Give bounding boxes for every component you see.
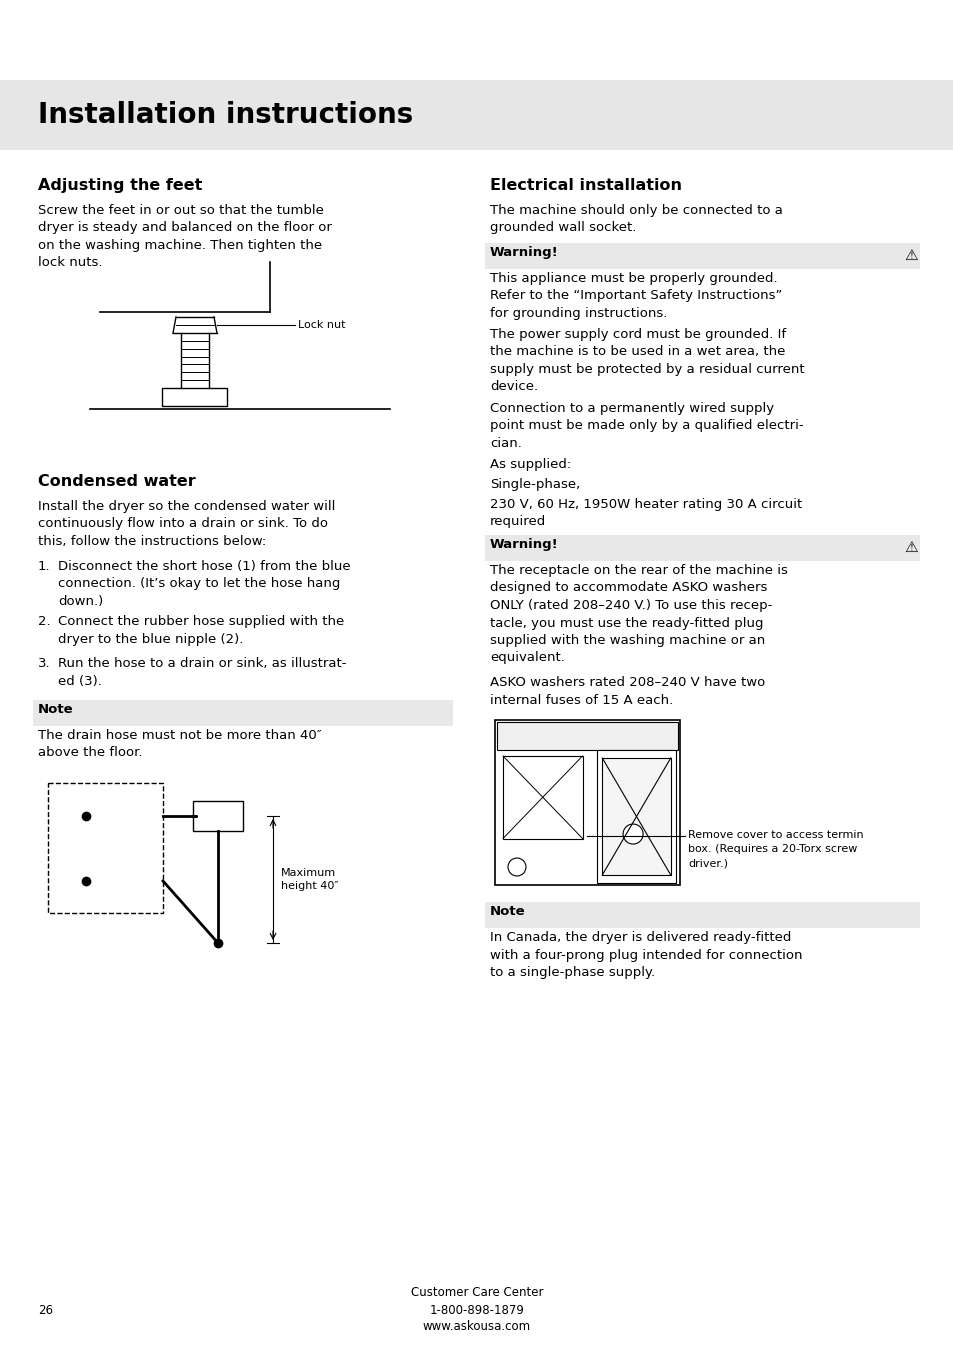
Text: Connection to a permanently wired supply
point must be made only by a qualified : Connection to a permanently wired supply…	[490, 402, 802, 450]
Text: Remove cover to access termin
box. (Requires a 20-Torx screw
driver.): Remove cover to access termin box. (Requ…	[687, 830, 862, 868]
Text: In Canada, the dryer is delivered ready-fitted
with a four-prong plug intended f: In Canada, the dryer is delivered ready-…	[490, 931, 801, 979]
Bar	[502, 756, 582, 838]
Text: Note: Note	[38, 703, 73, 716]
Text: Electrical installation: Electrical installation	[490, 178, 681, 193]
Text: Install the dryer so the condensed water will
continuously flow into a drain or : Install the dryer so the condensed water…	[38, 500, 335, 548]
Bar	[33, 701, 453, 726]
Text: Single-phase,: Single-phase,	[490, 478, 579, 491]
Text: 230 V, 60 Hz, 1950W heater rating 30 A circuit
required: 230 V, 60 Hz, 1950W heater rating 30 A c…	[490, 498, 801, 528]
Bar	[495, 720, 679, 886]
Circle shape	[622, 824, 642, 844]
Text: The machine should only be connected to a
grounded wall socket.: The machine should only be connected to …	[490, 204, 782, 235]
Text: Adjusting the feet: Adjusting the feet	[38, 178, 202, 193]
Text: The drain hose must not be more than 40″
above the floor.: The drain hose must not be more than 40″…	[38, 729, 321, 760]
Text: Condensed water: Condensed water	[38, 474, 195, 489]
Text: Disconnect the short hose (1) from the blue
connection. (It’s okay to let the ho: Disconnect the short hose (1) from the b…	[58, 560, 351, 608]
Text: Note: Note	[490, 904, 525, 918]
Text: Run the hose to a drain or sink, as illustrat-
ed (3).: Run the hose to a drain or sink, as illu…	[58, 657, 346, 687]
Text: 26: 26	[38, 1304, 53, 1316]
Text: 2.: 2.	[38, 616, 51, 628]
Text: ASKO washers rated 208–240 V have two
internal fuses of 15 A each.: ASKO washers rated 208–240 V have two in…	[490, 676, 764, 706]
Text: 1.: 1.	[38, 560, 51, 572]
Bar	[0, 80, 953, 150]
Text: Screw the feet in or out so that the tumble
dryer is steady and balanced on the : Screw the feet in or out so that the tum…	[38, 204, 332, 270]
Text: The power supply cord must be grounded. If
the machine is to be used in a wet ar: The power supply cord must be grounded. …	[490, 328, 803, 393]
Text: Customer Care Center
1-800-898-1879
www.askousa.com: Customer Care Center 1-800-898-1879 www.…	[411, 1287, 542, 1334]
Bar	[601, 757, 670, 875]
Text: Lock nut: Lock nut	[297, 320, 345, 329]
Text: As supplied:: As supplied:	[490, 458, 571, 471]
Text: ⚠: ⚠	[903, 248, 917, 263]
Bar	[193, 801, 243, 832]
Circle shape	[507, 859, 525, 876]
Bar	[497, 722, 678, 751]
Text: Installation instructions: Installation instructions	[38, 101, 413, 130]
Text: Warning!: Warning!	[490, 246, 558, 259]
Bar	[162, 387, 227, 406]
Bar	[484, 902, 919, 927]
Text: 3.: 3.	[38, 657, 51, 670]
Text: The receptacle on the rear of the machine is
designed to accommodate ASKO washer: The receptacle on the rear of the machin…	[490, 564, 787, 664]
Bar	[484, 535, 919, 562]
Text: ⚠: ⚠	[903, 540, 917, 555]
Bar	[597, 751, 676, 883]
Text: Maximum
height 40″: Maximum height 40″	[281, 868, 338, 891]
Bar	[48, 783, 163, 913]
Bar	[484, 243, 919, 269]
Text: Connect the rubber hose supplied with the
dryer to the blue nipple (2).: Connect the rubber hose supplied with th…	[58, 616, 344, 645]
Text: Warning!: Warning!	[490, 539, 558, 551]
Text: This appliance must be properly grounded.
Refer to the “Important Safety Instruc: This appliance must be properly grounded…	[490, 271, 781, 320]
